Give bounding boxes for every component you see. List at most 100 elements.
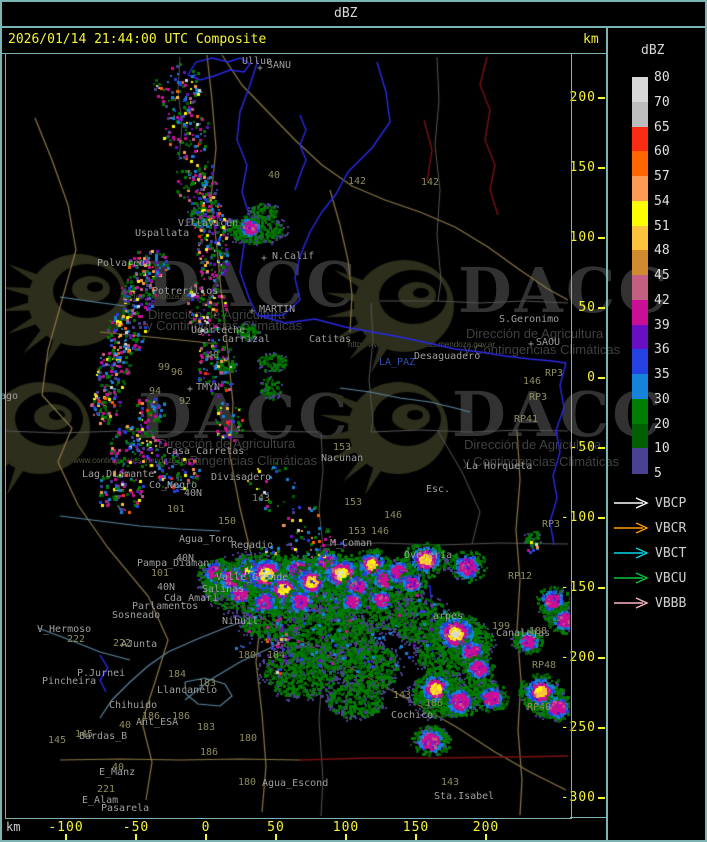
y-axis-tick xyxy=(598,797,605,799)
timestamp-label: 2026/01/14 21:44:00 UTC Composite xyxy=(8,32,267,47)
place-label: Ullun xyxy=(242,56,273,67)
road-label: 146 xyxy=(384,510,403,521)
colorbar-block xyxy=(632,324,648,350)
place-label: Ovejeria xyxy=(404,550,453,561)
place-label: E_Manz xyxy=(99,767,136,778)
y-axis-tick-label: 50 xyxy=(578,300,596,315)
place-label: E_Alam xyxy=(82,795,119,806)
road-label: 186 xyxy=(200,747,219,758)
place-label: Nihuil xyxy=(222,616,259,627)
place-label: AJunta xyxy=(121,639,158,650)
x-axis-tick xyxy=(345,834,347,840)
vector-arrow-icon xyxy=(614,547,649,559)
x-axis-tick xyxy=(205,834,207,840)
colorbar-block xyxy=(632,77,648,103)
place-label: Regadio xyxy=(231,540,274,551)
road-label: RP12 xyxy=(508,571,533,582)
place-label: M_Coman xyxy=(330,538,373,549)
x-axis-tick-label: 50 xyxy=(267,820,285,835)
place-label: Carrizal xyxy=(222,334,271,345)
road-label: 188 xyxy=(529,626,548,637)
place-label: Pasarela xyxy=(101,803,150,814)
colorbar-tick-label: 48 xyxy=(654,243,670,259)
colorbar-tick-label: 42 xyxy=(654,292,670,308)
place-label: 40N xyxy=(184,488,203,499)
colorbar-tick-label: 35 xyxy=(654,367,670,382)
place-label: Cochico xyxy=(391,710,434,721)
place-label: P.Jurnei xyxy=(77,668,126,679)
y-axis-tick xyxy=(598,167,605,169)
y-axis-tick xyxy=(598,377,605,379)
vector-legend-label: VBCU xyxy=(655,571,687,586)
x-axis-tick xyxy=(135,834,137,840)
road-label: 180 xyxy=(238,777,257,788)
place-label: Casa_Carretas xyxy=(166,446,245,457)
y-axis-tick xyxy=(598,587,605,589)
colorbar-block xyxy=(632,448,648,474)
y-axis-tick-label: -100 xyxy=(560,510,596,525)
road-label: RP41 xyxy=(514,414,539,425)
x-axis-tick xyxy=(275,834,277,840)
y-axis-tick-label: -50 xyxy=(569,440,596,455)
road-label: 180 xyxy=(238,650,257,661)
colorbar-title: dBZ xyxy=(641,43,665,58)
place-label: N.Calif xyxy=(272,251,315,262)
place-label: Llancanelo xyxy=(157,685,218,696)
colorbar-tick-label: 80 xyxy=(654,70,670,85)
colorbar-tick-label: 65 xyxy=(654,119,670,135)
y-axis-tick-label: 0 xyxy=(587,370,596,385)
place-label: Nacunan xyxy=(321,453,364,464)
colorbar-block xyxy=(632,374,648,400)
colorbar-tick-label: 10 xyxy=(654,441,670,457)
place-label: Pincheira xyxy=(42,676,97,687)
station-marker-icon: + xyxy=(205,352,212,363)
colorbar-tick-label: 54 xyxy=(654,193,670,209)
x-axis-tick-label: 200 xyxy=(472,820,500,835)
colorbar-tick-label: 39 xyxy=(654,317,670,333)
road-label: 146 xyxy=(523,376,542,387)
colorbar-block xyxy=(632,126,648,152)
road-label: 96 xyxy=(171,367,184,378)
road-label: 183 xyxy=(197,722,216,733)
x-axis-tick-label: -50 xyxy=(122,820,150,835)
place-label: Valle_Grande xyxy=(216,572,289,583)
vector-arrow-icon xyxy=(614,572,649,584)
colorbar-block xyxy=(632,176,648,202)
place-label: 40N xyxy=(176,553,195,564)
road-label: 221 xyxy=(97,784,116,795)
panel-divider xyxy=(606,26,608,840)
colorbar-block xyxy=(632,299,648,325)
road-label: 40 xyxy=(207,350,220,361)
road-label: 184 xyxy=(168,669,187,680)
station-marker-icon: + xyxy=(249,306,256,317)
road-label: 153 xyxy=(333,442,352,453)
place-label: Salinas xyxy=(202,584,245,595)
place-label: ago xyxy=(0,391,19,402)
road-label: 146 xyxy=(371,526,390,537)
y-axis-tick-label: 150 xyxy=(569,160,596,175)
road-label: 143 xyxy=(252,493,271,504)
y-axis-tick xyxy=(598,727,605,729)
place-label: Esc. xyxy=(426,484,451,495)
y-axis-tick-label: 100 xyxy=(569,230,596,245)
place-label: S.Geronimo xyxy=(499,314,560,325)
axis-baseline xyxy=(570,817,606,818)
place-label: Sosneado xyxy=(112,610,161,621)
place-label: Cda_Amari xyxy=(164,593,219,604)
place-label: SAOU xyxy=(536,337,561,348)
vector-legend-label: VBCR xyxy=(655,521,687,536)
colorbar-block xyxy=(632,151,648,177)
road-label: 222 xyxy=(113,638,132,649)
place-label: 40N xyxy=(157,582,176,593)
vector-arrow-icon xyxy=(614,497,649,509)
colorbar-block xyxy=(632,398,648,424)
road-label: 40 xyxy=(268,170,281,181)
place-label: Polvareda xyxy=(97,258,152,269)
place-label: TMYN xyxy=(196,382,221,393)
road-label: 183 xyxy=(198,678,217,689)
place-label: Desaguadero xyxy=(414,351,481,362)
road-label: 153 xyxy=(348,526,367,537)
x-axis-tick-label: -100 xyxy=(48,820,84,835)
road-label: 40 xyxy=(119,720,132,731)
